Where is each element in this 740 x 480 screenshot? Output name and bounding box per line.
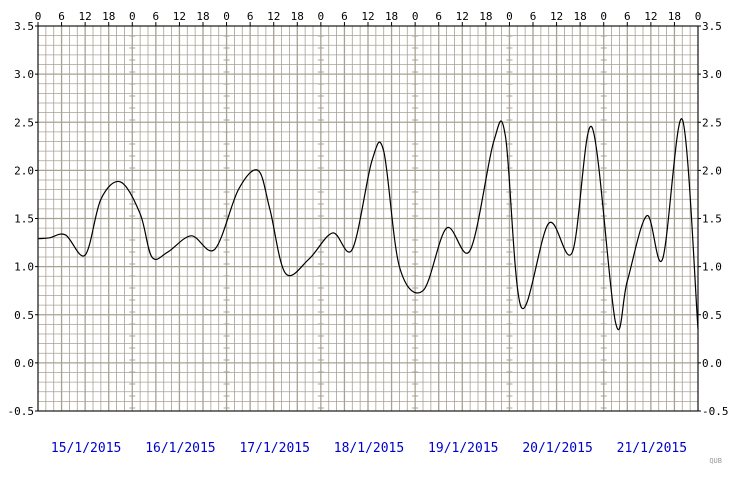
grid: [37, 25, 699, 412]
hour-tick-label: 6: [530, 10, 537, 23]
y-tick-label-right: 0.0: [702, 357, 722, 370]
hour-tick-label: 18: [479, 10, 492, 23]
hour-tick-label: 0: [506, 10, 513, 23]
hour-tick-label: 0: [412, 10, 419, 23]
y-tick-label-left: 2.0: [14, 164, 34, 177]
date-label: 17/1/2015: [239, 441, 309, 456]
hour-tick-label: 0: [695, 10, 702, 23]
hour-tick-label: 6: [153, 10, 160, 23]
date-label: 21/1/2015: [617, 441, 687, 456]
y-tick-label-left: 0.5: [14, 309, 34, 322]
y-tick-label-right: 1.0: [702, 261, 722, 274]
y-tick-label-right: 2.5: [702, 116, 722, 129]
axis-ticks: [35, 22, 701, 412]
y-tick-label-left: 1.5: [14, 213, 34, 226]
date-label: 15/1/2015: [51, 441, 121, 456]
hour-tick-label: 0: [129, 10, 136, 23]
hour-tick-label: 12: [173, 10, 186, 23]
y-tick-label-right: 0.5: [702, 309, 722, 322]
hour-tick-label: 0: [318, 10, 325, 23]
y-tick-label-left: 3.5: [14, 20, 34, 33]
y-tick-label-left: 3.0: [14, 68, 34, 81]
y-tick-label-right: 1.5: [702, 213, 722, 226]
y-tick-label-right: 3.0: [702, 68, 722, 81]
date-label: 16/1/2015: [145, 441, 215, 456]
hour-tick-label: 0: [35, 10, 42, 23]
hour-tick-label: 6: [247, 10, 254, 23]
hour-tick-label: 6: [58, 10, 65, 23]
date-label: 18/1/2015: [334, 441, 404, 456]
hour-tick-label: 0: [223, 10, 230, 23]
hour-tick-label: 18: [574, 10, 587, 23]
hour-tick-label: 12: [267, 10, 280, 23]
hour-tick-label: 18: [385, 10, 398, 23]
hour-tick-label: 12: [550, 10, 563, 23]
hour-tick-label: 18: [668, 10, 681, 23]
date-label: 19/1/2015: [428, 441, 498, 456]
hour-tick-label: 18: [102, 10, 115, 23]
axis-labels: 0 6 12 18 0 6 12 18 0 6 12 18 0 6 12 18 0 6 12 18 0 6 12 18 0 6 12…: [8, 10, 729, 418]
hour-tick-label: 0: [600, 10, 607, 23]
hour-tick-label: 12: [361, 10, 374, 23]
y-tick-label-left: 1.0: [14, 261, 34, 274]
y-tick-label-left: -0.5: [8, 405, 35, 418]
y-tick-label-right: 3.5: [702, 20, 722, 33]
y-tick-label-left: 2.5: [14, 116, 34, 129]
hour-tick-label: 6: [341, 10, 348, 23]
hour-tick-label: 18: [291, 10, 304, 23]
credit-label: QUB: [709, 457, 722, 465]
y-tick-label-right: 2.0: [702, 164, 722, 177]
y-tick-label-right: -0.5: [702, 405, 729, 418]
date-label: 20/1/2015: [522, 441, 592, 456]
hour-tick-label: 12: [79, 10, 92, 23]
hour-tick-label: 6: [624, 10, 631, 23]
hour-tick-label: 18: [196, 10, 209, 23]
hour-tick-label: 12: [456, 10, 469, 23]
series-line: [37, 118, 699, 331]
date-labels: 15/1/2015 16/1/2015 17/1/2015 18/1/2015 19/1…: [51, 441, 687, 456]
hour-tick-label: 12: [644, 10, 657, 23]
hour-tick-label: 6: [435, 10, 442, 23]
y-tick-label-left: 0.0: [14, 357, 34, 370]
